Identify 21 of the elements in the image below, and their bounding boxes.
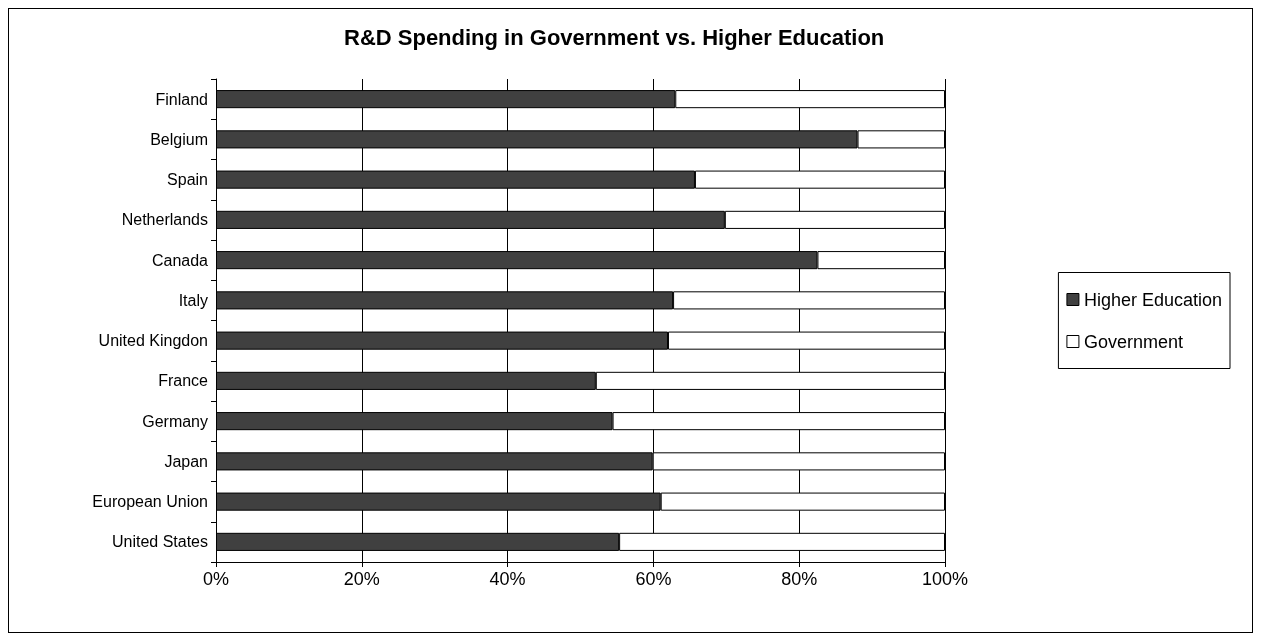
y-tick-label: Canada xyxy=(151,251,209,269)
y-tick-label: Netherlands xyxy=(121,211,208,229)
y-tick-label: Italy xyxy=(178,291,208,309)
legend-label: Government xyxy=(1083,331,1183,352)
x-tick-label: 100% xyxy=(921,569,969,589)
y-tick-label: United Kingdon xyxy=(98,332,208,350)
y-tick-label: United States xyxy=(111,533,208,551)
y-tick-label: Spain xyxy=(167,171,208,189)
y-tick-label: France xyxy=(158,372,209,390)
y-tick-label: Germany xyxy=(142,412,208,430)
chart-title: R&D Spending in Government vs. Higher Education xyxy=(344,24,885,50)
x-tick-label: 80% xyxy=(781,569,818,589)
x-tick-label: 60% xyxy=(635,569,672,589)
y-tick-label: Finland xyxy=(155,90,208,108)
x-tick-label: 0% xyxy=(202,569,230,589)
y-tick-label: European Union xyxy=(92,493,208,511)
legend-label: Higher Education xyxy=(1083,289,1223,310)
x-tick-label: 20% xyxy=(343,569,380,589)
y-tick-label: Japan xyxy=(164,452,208,470)
y-tick-label: Belgium xyxy=(150,130,208,148)
x-tick-label: 40% xyxy=(489,569,526,589)
